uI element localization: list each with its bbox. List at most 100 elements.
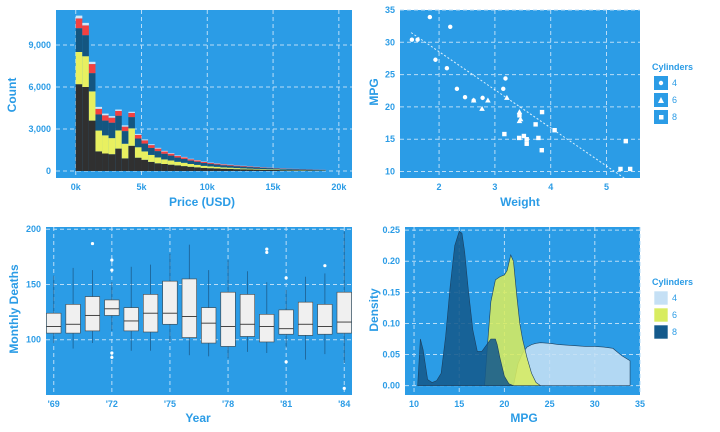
hist-bar	[200, 165, 208, 168]
scatter-point-4cyl	[454, 86, 460, 92]
density-legend-label-4: 4	[672, 293, 677, 303]
density-legend-key-6	[653, 307, 669, 323]
hist-bar	[95, 108, 103, 115]
scatter-point-4cyl	[480, 95, 485, 101]
density-legend: Cylinders 4 6 8	[652, 277, 693, 340]
hist-bar	[220, 164, 228, 166]
scatter-legend: Cylinders 4 6 8	[652, 62, 693, 124]
scatter-point-6cyl	[479, 105, 485, 111]
scatter-point-8cyl	[539, 109, 545, 115]
hist-bar	[115, 115, 122, 131]
hist-x-tick-label: 10k	[200, 182, 216, 192]
box-iqr	[278, 309, 294, 335]
hist-x-tick-label: 5k	[137, 182, 148, 192]
hist-bar	[174, 165, 181, 171]
hist-bar	[180, 157, 188, 159]
hist-x-axis-title: Price (USD)	[169, 195, 235, 209]
scatter-point-4cyl	[427, 14, 433, 20]
box-outlier	[265, 247, 269, 251]
scatter-point-8cyl	[627, 166, 633, 172]
scatter-y-tick-label: 20	[385, 102, 395, 112]
hist-bar	[88, 61, 96, 65]
hist-bar	[253, 169, 260, 171]
hist-bar	[154, 147, 162, 149]
hist-bar	[253, 168, 260, 170]
hist-bar	[161, 153, 168, 160]
density-x-tick-label: 25	[545, 399, 555, 409]
hist-bar	[305, 169, 313, 171]
hist-bar	[266, 168, 274, 170]
hist-bar	[134, 138, 142, 148]
scatter-y-tick-label: 30	[385, 37, 395, 47]
hist-bar	[279, 170, 287, 171]
box-iqr	[317, 304, 333, 335]
density-legend-label-6: 6	[672, 310, 677, 320]
box-iqr	[181, 278, 197, 338]
hist-bar	[187, 159, 195, 161]
hist-bar	[167, 164, 175, 171]
scatter-point-6cyl	[470, 97, 477, 103]
hist-bar	[187, 166, 195, 171]
density-area-4cyl	[513, 342, 631, 386]
scatter-point-4cyl	[415, 37, 420, 42]
hist-bar	[102, 120, 109, 136]
hist-x-tick-label: 15k	[266, 182, 282, 192]
hist-bar	[161, 150, 168, 152]
box-x-tick-label: '78	[222, 399, 234, 409]
hist-bar	[266, 169, 274, 171]
circle-marker-icon	[658, 80, 664, 86]
scatter-point-4cyl	[462, 95, 468, 100]
hist-bar	[266, 169, 274, 170]
hist-bar	[227, 168, 234, 171]
hist-bar	[174, 155, 181, 158]
weight-mpg-scatter-panel: 2 3 4 5 10 15 20 25 30 35	[385, 5, 640, 192]
hist-bar	[194, 161, 201, 165]
hist-bar	[233, 165, 241, 167]
hist-bar	[207, 163, 214, 167]
box-y-tick-label: 100	[26, 335, 41, 345]
hist-bar	[174, 155, 181, 156]
box-outlier	[323, 264, 327, 268]
hist-bar	[108, 122, 116, 139]
hist-bar	[115, 130, 122, 149]
hist-y-tick-label: 9,000	[28, 40, 51, 50]
hist-bar	[180, 166, 188, 171]
hist-bar	[207, 162, 214, 164]
box-iqr	[65, 304, 81, 334]
hist-bar	[259, 169, 267, 170]
hist-bar	[128, 128, 135, 146]
hist-bar	[128, 117, 135, 129]
density-y-tick-label: 0.10	[382, 318, 400, 328]
hist-bar	[82, 56, 89, 87]
hist-bar	[108, 138, 116, 155]
box-outlier	[90, 241, 95, 246]
hist-bar	[227, 164, 234, 166]
density-y-tick-label: 0.00	[382, 381, 400, 391]
hist-bar	[227, 165, 234, 168]
hist-bar	[102, 113, 109, 116]
scatter-point-8cyl	[524, 137, 529, 142]
hist-bar	[279, 168, 287, 170]
hist-bar	[220, 168, 228, 171]
scatter-point-4cyl	[501, 86, 506, 92]
hist-bar	[88, 120, 96, 171]
hist-bar	[292, 170, 300, 171]
hist-bar	[220, 165, 228, 168]
hist-bar	[148, 154, 155, 162]
hist-bar	[187, 164, 195, 167]
box-outlier	[110, 258, 114, 262]
scatter-point-8cyl	[521, 133, 527, 139]
hist-bar	[200, 163, 208, 166]
box-outlier	[265, 250, 269, 255]
box-x-tick-label: '75	[164, 399, 176, 409]
hist-bar	[167, 153, 175, 154]
box-outlier	[342, 386, 346, 390]
hist-bar	[75, 28, 83, 52]
hist-bar	[161, 151, 168, 154]
box-x-tick-label: '72	[106, 399, 118, 409]
scatter-point-8cyl	[524, 141, 529, 146]
hist-bar	[95, 106, 103, 109]
hist-bar	[299, 169, 306, 171]
scatter-point-4cyl	[433, 57, 438, 62]
scatter-x-tick-label: 5	[604, 182, 609, 192]
